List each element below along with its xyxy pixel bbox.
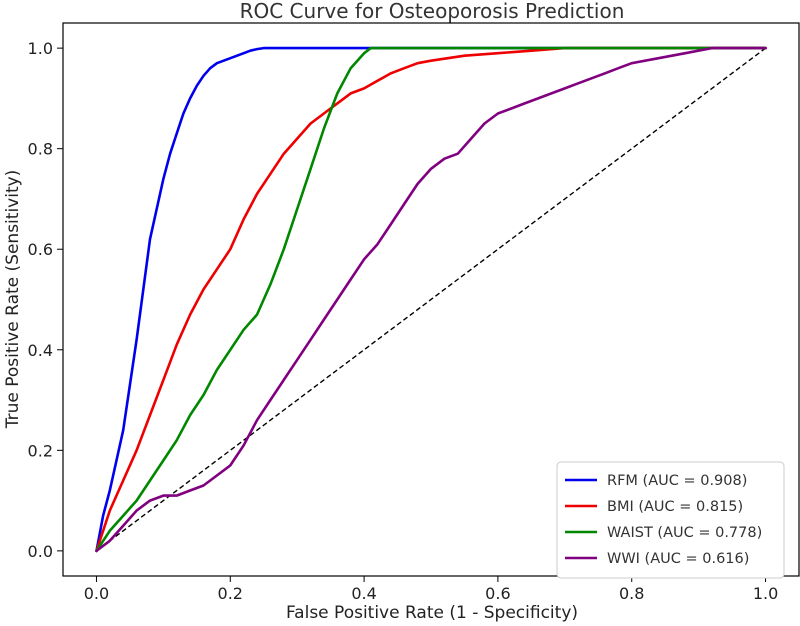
x-tick-label: 0.0 [84, 584, 109, 603]
roc-curve-bmi [95, 46, 767, 553]
y-tick-label: 0.0 [28, 542, 53, 561]
legend: RFM (AUC = 0.908) BMI (AUC = 0.815) WAIST … [556, 461, 785, 579]
legend-label-rfm: RFM (AUC = 0.908) [607, 473, 747, 489]
x-tick-label: 0.2 [218, 584, 243, 603]
x-tick-label: 0.4 [351, 584, 376, 603]
plot-frame [62, 22, 800, 577]
y-axis-label: True Positive Rate (Sensitivity) [3, 170, 23, 430]
roc-curve-wwi [95, 46, 767, 553]
x-axis-label: False Positive Rate (1 - Specificity) [286, 603, 578, 623]
x-tick-label: 1.0 [753, 584, 778, 603]
legend-box [556, 461, 785, 579]
x-tick-label: 0.6 [485, 584, 510, 603]
x-axis: 0.0 0.2 0.4 0.6 0.8 1.0 [84, 576, 778, 603]
chart-title: ROC Curve for Osteoporosis Prediction [240, 0, 625, 23]
y-tick-label: 0.4 [28, 341, 53, 360]
y-tick-label: 0.8 [28, 140, 53, 159]
legend-label-wwi: WWI (AUC = 0.616) [607, 551, 749, 567]
chance-diagonal-line [96, 47, 766, 552]
x-tick-label: 0.8 [619, 584, 644, 603]
y-tick-label: 1.0 [28, 39, 53, 58]
roc-curve-waist [95, 46, 767, 553]
y-axis: 0.0 0.2 0.4 0.6 0.8 1.0 [28, 39, 63, 561]
legend-label-bmi: BMI (AUC = 0.815) [607, 499, 743, 515]
y-tick-label: 0.2 [28, 441, 53, 460]
plot-area [62, 22, 800, 577]
y-tick-label: 0.6 [28, 240, 53, 259]
legend-label-waist: WAIST (AUC = 0.778) [607, 525, 762, 541]
